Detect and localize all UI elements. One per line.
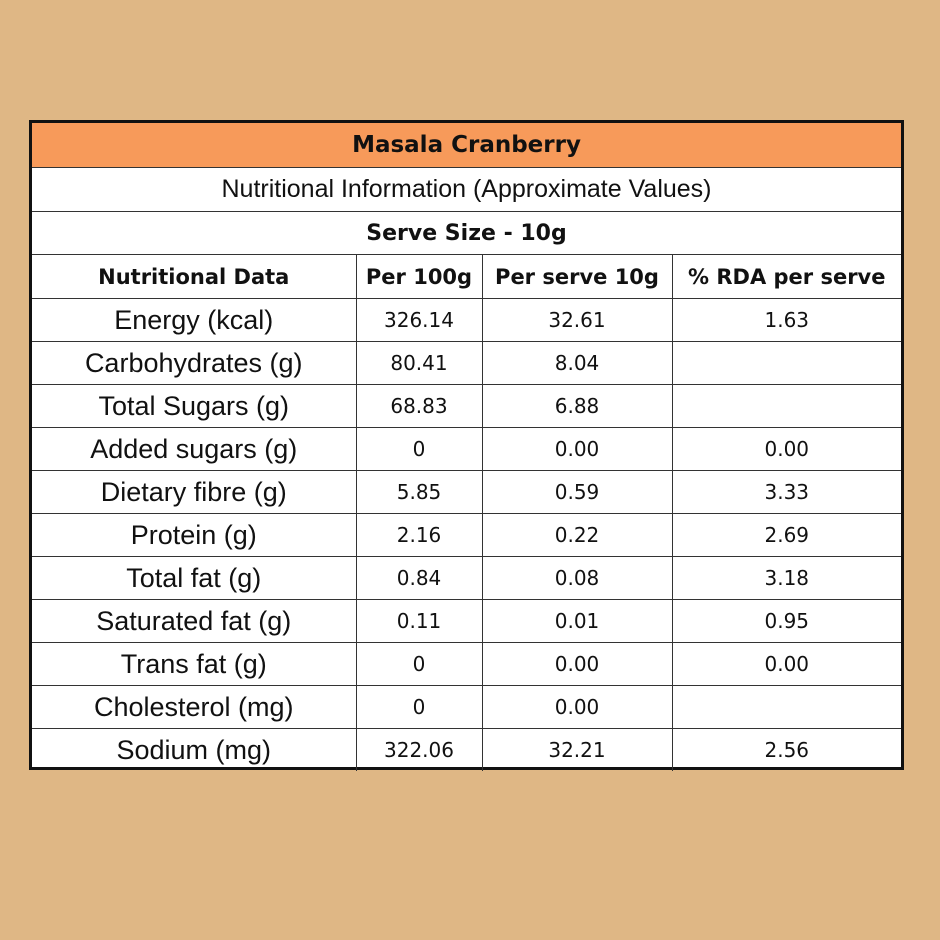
- table-row: Total Sugars (g) 68.83 6.88: [32, 384, 902, 428]
- nutrient-name: Total fat (g): [32, 556, 357, 600]
- per-serve-value: 0.00: [481, 685, 673, 729]
- rda-value: 1.63: [671, 298, 902, 342]
- rda-value: [671, 384, 902, 428]
- nutrient-name: Sodium (mg): [32, 728, 357, 771]
- serve-size: Serve Size - 10g: [32, 211, 902, 255]
- table-row: Energy (kcal) 326.14 32.61 1.63: [32, 298, 902, 342]
- per-100g-value: 0.84: [355, 556, 483, 600]
- nutrient-name: Protein (g): [32, 513, 357, 557]
- column-header-per-serve: Per serve 10g: [481, 254, 673, 299]
- column-header-rda: % RDA per serve: [671, 254, 902, 299]
- nutrient-name: Cholesterol (mg): [32, 685, 357, 729]
- per-serve-value: 0.01: [481, 599, 673, 643]
- per-serve-value: 0.22: [481, 513, 673, 557]
- per-100g-value: 0: [355, 642, 483, 686]
- per-100g-value: 0: [355, 685, 483, 729]
- rda-value: 0.00: [671, 642, 902, 686]
- rda-value: 3.33: [671, 470, 902, 514]
- nutrition-table-card: Masala Cranberry Nutritional Information…: [29, 120, 904, 771]
- per-serve-value: 32.61: [481, 298, 673, 342]
- table-subtitle: Nutritional Information (Approximate Val…: [32, 167, 902, 212]
- per-serve-value: 6.88: [481, 384, 673, 428]
- nutrient-name: Energy (kcal): [32, 298, 357, 342]
- per-serve-value: 0.00: [481, 427, 673, 471]
- rda-value: 0.00: [671, 427, 902, 471]
- per-100g-value: 0: [355, 427, 483, 471]
- nutrient-name: Carbohydrates (g): [32, 341, 357, 385]
- table-row: Sodium (mg) 322.06 32.21 2.56: [32, 728, 902, 771]
- per-serve-value: 32.21: [481, 728, 673, 771]
- per-serve-value: 0.59: [481, 470, 673, 514]
- nutrient-name: Trans fat (g): [32, 642, 357, 686]
- per-100g-value: 0.11: [355, 599, 483, 643]
- rda-value: [671, 341, 902, 385]
- per-serve-value: 8.04: [481, 341, 673, 385]
- rda-value: 2.69: [671, 513, 902, 557]
- rda-value: 3.18: [671, 556, 902, 600]
- nutrient-name: Saturated fat (g): [32, 599, 357, 643]
- table-row: Dietary fibre (g) 5.85 0.59 3.33: [32, 470, 902, 514]
- per-100g-value: 2.16: [355, 513, 483, 557]
- rda-value: 2.56: [671, 728, 902, 771]
- column-header-per-100g: Per 100g: [355, 254, 483, 299]
- column-header-nutritional-data: Nutritional Data: [32, 254, 357, 299]
- per-serve-value: 0.08: [481, 556, 673, 600]
- per-100g-value: 80.41: [355, 341, 483, 385]
- nutrient-name: Dietary fibre (g): [32, 470, 357, 514]
- rda-value: [671, 685, 902, 729]
- per-serve-value: 0.00: [481, 642, 673, 686]
- nutrient-name: Total Sugars (g): [32, 384, 357, 428]
- nutrition-table: Masala Cranberry Nutritional Information…: [32, 123, 902, 771]
- table-row: Total fat (g) 0.84 0.08 3.18: [32, 556, 902, 600]
- table-row: Added sugars (g) 0 0.00 0.00: [32, 427, 902, 471]
- rda-value: 0.95: [671, 599, 902, 643]
- table-row: Cholesterol (mg) 0 0.00: [32, 685, 902, 729]
- table-row: Trans fat (g) 0 0.00 0.00: [32, 642, 902, 686]
- per-100g-value: 322.06: [355, 728, 483, 771]
- per-100g-value: 68.83: [355, 384, 483, 428]
- per-100g-value: 5.85: [355, 470, 483, 514]
- product-title: Masala Cranberry: [32, 123, 902, 168]
- per-100g-value: 326.14: [355, 298, 483, 342]
- table-row: Protein (g) 2.16 0.22 2.69: [32, 513, 902, 557]
- table-row: Carbohydrates (g) 80.41 8.04: [32, 341, 902, 385]
- table-row: Saturated fat (g) 0.11 0.01 0.95: [32, 599, 902, 643]
- nutrient-name: Added sugars (g): [32, 427, 357, 471]
